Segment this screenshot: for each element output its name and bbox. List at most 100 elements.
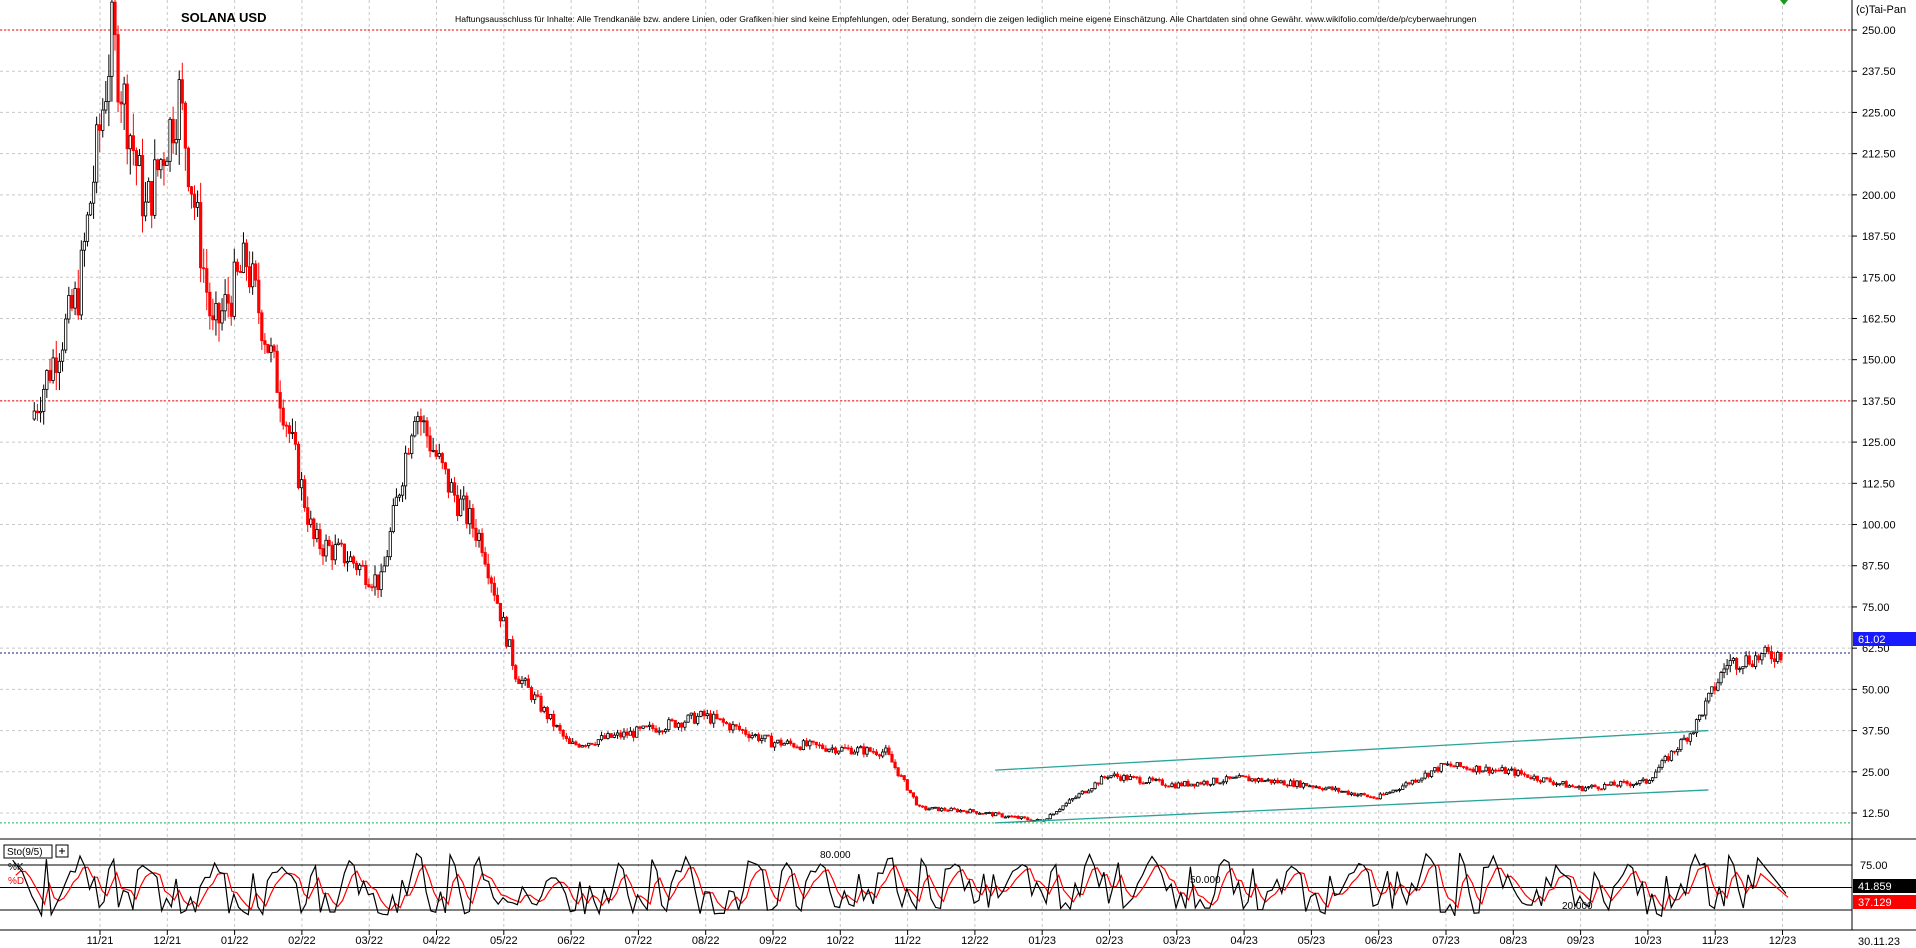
- price-tick-label: 37.50: [1862, 726, 1890, 738]
- candle-up: [635, 726, 639, 738]
- candle-up: [1077, 793, 1081, 798]
- candle-down: [638, 726, 642, 729]
- candle-down: [306, 507, 310, 525]
- candle-up: [1603, 784, 1607, 790]
- candle-down: [1013, 815, 1017, 818]
- candle-up: [1691, 732, 1696, 735]
- candle-down: [744, 729, 748, 735]
- candle-down: [1487, 766, 1491, 774]
- candle-down: [877, 754, 882, 757]
- candle-up: [391, 505, 395, 532]
- candle-down: [498, 602, 503, 622]
- candle-down: [419, 416, 423, 423]
- candle-up: [699, 710, 703, 717]
- candle-up: [1744, 655, 1748, 667]
- candle-up: [1577, 785, 1581, 789]
- candle-up: [1500, 767, 1504, 771]
- candle-down: [795, 746, 799, 749]
- price-tick-label: 200.00: [1862, 190, 1896, 202]
- candle-up: [830, 747, 834, 750]
- candle-up: [1308, 785, 1312, 788]
- candle-down: [792, 743, 796, 748]
- candle-down: [254, 263, 258, 281]
- candle-down: [1141, 782, 1145, 785]
- candle-up: [1506, 769, 1511, 774]
- candle-up: [648, 724, 652, 727]
- candle-down: [339, 542, 343, 545]
- candle-down: [1622, 780, 1626, 783]
- candle-down: [962, 809, 966, 812]
- copyright-label: (c)Tai-Pan: [1856, 4, 1906, 16]
- candle-down: [1311, 785, 1315, 788]
- candle-up: [336, 542, 340, 545]
- candle-down: [1026, 817, 1030, 821]
- candle-down: [342, 543, 347, 564]
- candle-down: [150, 180, 154, 216]
- disclaimer-text: Haftungsausschluss für Inhalte: Alle Tre…: [455, 14, 1477, 24]
- candle-up: [1561, 781, 1565, 785]
- candle-down: [483, 552, 487, 565]
- candle-up: [1048, 814, 1052, 820]
- candle-up: [51, 357, 55, 381]
- price-tick-label: 112.50: [1862, 478, 1895, 490]
- candle-up: [753, 734, 757, 737]
- stoch-level-80-label: 80.000: [820, 850, 851, 861]
- candle-down: [921, 805, 925, 808]
- candle-down: [1330, 786, 1334, 791]
- candle-up: [449, 482, 454, 493]
- stoch-k-badge: [1853, 879, 1916, 893]
- candle-down: [1010, 815, 1014, 818]
- candle-up: [1631, 783, 1636, 787]
- stoch-level-50-label: 50.000: [1190, 875, 1221, 886]
- price-tick-label: 237.50: [1862, 66, 1896, 78]
- candle-down: [70, 295, 74, 309]
- candle-up: [1250, 778, 1254, 782]
- candle-up: [712, 713, 716, 724]
- candle-down: [1599, 788, 1604, 791]
- candle-down: [1580, 785, 1584, 792]
- candle-down: [131, 135, 135, 151]
- candle-up: [1481, 770, 1485, 773]
- candle-up: [1567, 785, 1571, 788]
- candle-up: [1410, 779, 1414, 785]
- candle-up: [1728, 660, 1732, 667]
- candle-up: [596, 739, 600, 745]
- candle-down: [1413, 779, 1418, 783]
- last-price-value: 61.02: [1858, 634, 1886, 646]
- candle-up: [763, 734, 767, 740]
- candle-up: [508, 639, 512, 647]
- candle-down: [902, 775, 906, 780]
- candle-up: [1609, 781, 1613, 786]
- candle-down: [715, 713, 719, 720]
- candle-down: [965, 810, 969, 814]
- candle-down: [443, 462, 447, 470]
- candle-down: [899, 775, 903, 777]
- candle-up: [85, 214, 90, 242]
- candle-down: [1269, 779, 1273, 784]
- candle-down: [1180, 782, 1184, 787]
- candle-up: [348, 556, 353, 562]
- candle-up: [404, 452, 408, 487]
- candle-down: [407, 452, 411, 455]
- candle-down: [367, 584, 371, 588]
- price-tick-label: 187.50: [1862, 231, 1896, 243]
- candle-down: [125, 83, 129, 150]
- candle-down: [1215, 777, 1219, 784]
- candle-down: [1138, 777, 1142, 784]
- candle-up: [1725, 665, 1729, 670]
- candle-up: [1490, 769, 1495, 774]
- candle-up: [1583, 787, 1588, 792]
- candle-up: [683, 721, 687, 728]
- candle-up: [1663, 756, 1667, 762]
- candle-down: [140, 155, 145, 217]
- candle-down: [789, 740, 793, 744]
- candle-down: [440, 453, 444, 464]
- candle-up: [57, 360, 61, 373]
- candle-up: [1189, 783, 1193, 787]
- time-tick-label: 12/21: [154, 935, 182, 947]
- candle-down: [287, 425, 291, 434]
- candle-up: [855, 747, 860, 753]
- candle-up: [1654, 771, 1658, 779]
- candle-up: [881, 751, 885, 757]
- candle-down: [526, 678, 530, 688]
